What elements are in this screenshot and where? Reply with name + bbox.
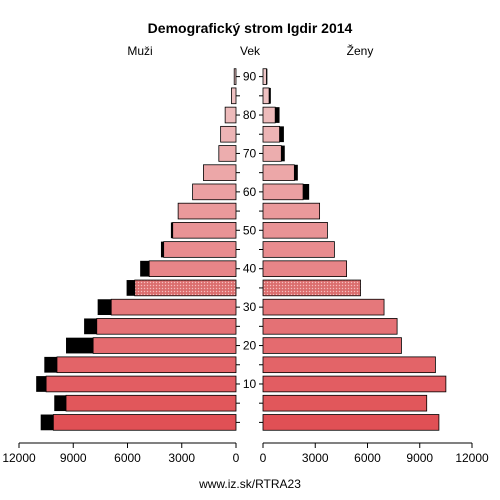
men-surplus-0-4 bbox=[40, 414, 54, 431]
women-bar-30-34 bbox=[262, 298, 385, 316]
men-surplus-45-49 bbox=[160, 241, 164, 258]
men-bar-20-24 bbox=[92, 337, 237, 354]
age-tick-label: 20 bbox=[243, 339, 257, 353]
men-bar-40-44 bbox=[148, 260, 237, 277]
women-bar-10-14 bbox=[262, 375, 447, 393]
age-tick-label: 90 bbox=[243, 70, 257, 84]
women-bar-20-24 bbox=[262, 337, 402, 354]
men-bar-10-14 bbox=[45, 375, 237, 393]
women-surplus-90+ bbox=[266, 68, 268, 85]
age-tick-label: 50 bbox=[243, 223, 257, 237]
chart-title: Demografický strom Igdir 2014 bbox=[148, 20, 353, 36]
women-surplus-65-69 bbox=[294, 164, 298, 181]
men-bar-55-59 bbox=[177, 202, 237, 220]
men-bar-60-64 bbox=[192, 183, 237, 201]
men-surplus-20-24 bbox=[66, 337, 94, 354]
women-bar-75-79 bbox=[262, 125, 280, 143]
men-bar-70-74 bbox=[218, 145, 237, 162]
age-tick-label: 10 bbox=[243, 377, 257, 391]
women-bars bbox=[262, 68, 447, 431]
women-bar-65-69 bbox=[262, 164, 295, 181]
right-label-women: Ženy bbox=[347, 43, 374, 58]
men-bar-50-54 bbox=[172, 222, 237, 239]
x-tick-label: 6000 bbox=[114, 451, 141, 465]
age-tick-label: 30 bbox=[243, 300, 257, 314]
men-surplus-10-14 bbox=[36, 376, 47, 392]
men-bar-85-89 bbox=[231, 87, 237, 105]
axes: 12000 9000 6000 3000 0 0 3000 6000 9000 12000 10 20… bbox=[2, 70, 489, 465]
women-surplus-75-79 bbox=[279, 126, 284, 143]
women-bar-15-19 bbox=[262, 356, 436, 374]
men-bar-80-84 bbox=[224, 106, 237, 124]
men-bar-90+ bbox=[233, 68, 237, 85]
x-tick-label: 3000 bbox=[302, 451, 329, 465]
men-surplus-50-54 bbox=[170, 222, 173, 239]
men-bar-15-19 bbox=[56, 356, 237, 374]
men-bar-45-49 bbox=[163, 241, 237, 258]
women-bar-90+ bbox=[262, 68, 267, 85]
age-tick-label: 80 bbox=[243, 108, 257, 122]
men-surplus-30-34 bbox=[97, 299, 112, 316]
men-surplus-40-44 bbox=[140, 260, 150, 277]
women-bar-60-64 bbox=[262, 183, 304, 201]
men-bar-75-79 bbox=[220, 125, 237, 143]
x-tick-label: 0 bbox=[260, 451, 267, 465]
age-tick-label: 40 bbox=[243, 262, 257, 276]
x-tick-label: 12000 bbox=[455, 451, 489, 465]
men-bar-25-29 bbox=[96, 318, 237, 335]
women-bar-40-44 bbox=[262, 260, 347, 277]
x-tick-label: 6000 bbox=[354, 451, 381, 465]
women-bar-45-49 bbox=[262, 241, 335, 258]
women-bar-55-59 bbox=[262, 202, 321, 220]
women-bar-25-29 bbox=[262, 318, 398, 335]
men-bar-35-39 bbox=[134, 279, 237, 297]
x-tick-label: 0 bbox=[233, 451, 240, 465]
women-bar-0-4 bbox=[262, 414, 440, 431]
footer-source: www.iz.sk/RTRA23 bbox=[198, 477, 301, 491]
men-bar-30-34 bbox=[110, 298, 237, 316]
men-bar-5-9 bbox=[65, 394, 237, 412]
men-bar-65-69 bbox=[203, 164, 237, 181]
x-tick-label: 12000 bbox=[2, 451, 36, 465]
men-bar-0-4 bbox=[52, 414, 237, 431]
women-bar-80-84 bbox=[262, 106, 276, 124]
men-surplus-35-39 bbox=[126, 280, 135, 296]
men-surplus-25-29 bbox=[84, 318, 97, 335]
men-surplus-5-9 bbox=[54, 395, 67, 412]
left-label-men: Muži bbox=[127, 44, 152, 58]
x-tick-label: 9000 bbox=[406, 451, 433, 465]
women-bar-35-39 bbox=[262, 279, 361, 297]
women-surplus-85-89 bbox=[269, 87, 271, 104]
age-tick-label: 70 bbox=[243, 146, 257, 160]
x-tick-label: 3000 bbox=[168, 451, 195, 465]
women-surplus-60-64 bbox=[303, 183, 310, 200]
women-bar-85-89 bbox=[262, 87, 270, 105]
center-label-age: Vek bbox=[240, 44, 261, 58]
women-bar-5-9 bbox=[262, 394, 428, 412]
women-bar-70-74 bbox=[262, 145, 282, 162]
women-surplus-70-74 bbox=[281, 145, 285, 162]
x-tick-label: 9000 bbox=[60, 451, 87, 465]
women-bar-50-54 bbox=[262, 222, 328, 239]
men-surplus-15-19 bbox=[44, 356, 57, 373]
age-tick-label: 60 bbox=[243, 185, 257, 199]
women-surplus-80-84 bbox=[275, 107, 280, 123]
men-bars bbox=[36, 68, 237, 431]
